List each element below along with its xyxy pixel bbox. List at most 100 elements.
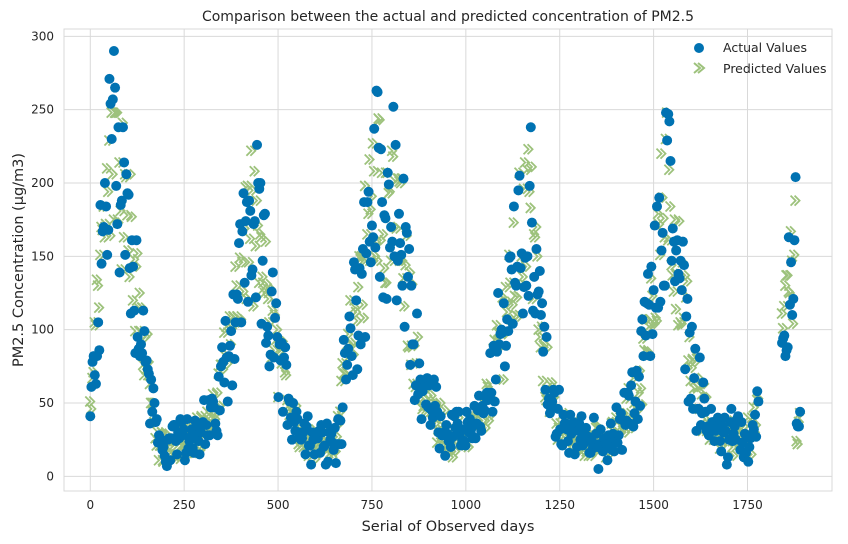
y-tick-label: 50 (39, 396, 54, 410)
actual-point (179, 455, 190, 466)
predicted-point (131, 247, 143, 260)
actual-point (250, 292, 261, 303)
x-tick-labels: 0 250 500 750 1000 1250 1500 1750 (86, 498, 762, 512)
legend-actual-label: Actual Values (723, 40, 807, 55)
actual-point (674, 273, 685, 284)
actual-point (405, 359, 416, 370)
actual-point (220, 315, 231, 326)
actual-point (147, 406, 158, 417)
actual-point (243, 296, 254, 307)
actual-point (613, 430, 624, 441)
actual-point (363, 186, 374, 197)
actual-point (435, 411, 446, 422)
actual-point (445, 442, 456, 452)
actual-point (460, 440, 471, 451)
actual-point (553, 384, 564, 395)
actual-point (288, 398, 299, 408)
actual-point (576, 411, 587, 422)
y-tick-label: 250 (31, 103, 54, 117)
actual-point (232, 293, 243, 304)
predicted-point (364, 153, 375, 166)
actual-point (508, 201, 519, 212)
predicted-point (782, 269, 793, 282)
predicted-point (250, 240, 262, 252)
actual-point (401, 227, 412, 238)
predicted-point (651, 315, 663, 327)
y-tick-label: 0 (46, 469, 54, 483)
legend: Actual Values Predicted Values (693, 40, 827, 76)
predicted-point (358, 312, 370, 324)
predicted-point (498, 373, 510, 386)
actual-point (112, 219, 123, 230)
actual-point (517, 308, 528, 319)
predicted-point (511, 291, 523, 304)
actual-point (270, 312, 281, 323)
actual-point (539, 321, 550, 332)
actual-point (595, 424, 606, 435)
chart-title: Comparison between the actual and predic… (202, 9, 694, 25)
actual-point (234, 238, 245, 249)
actual-point (487, 406, 498, 417)
actual-point (656, 245, 667, 256)
actual-point (753, 396, 764, 407)
actual-point (263, 330, 274, 341)
actual-point (172, 449, 183, 460)
actual-point (541, 332, 552, 342)
predicted-point (508, 216, 520, 229)
predicted-point (93, 302, 105, 314)
legend-actual-marker (694, 43, 704, 53)
predicted-point (126, 211, 138, 223)
actual-point (383, 179, 394, 190)
actual-point (380, 213, 391, 224)
actual-point (388, 101, 399, 112)
actual-point (391, 295, 402, 306)
actual-point (655, 296, 666, 307)
actual-point (716, 446, 727, 457)
predicted-point (377, 228, 389, 240)
actual-point (123, 189, 134, 200)
actual-point (722, 452, 733, 463)
legend-predicted-label: Predicted Values (723, 61, 827, 76)
actual-point (493, 288, 504, 298)
actual-point (414, 358, 425, 369)
predicted-point (92, 280, 104, 292)
actual-point (588, 412, 599, 423)
actual-point (116, 195, 127, 206)
actual-point (665, 156, 676, 166)
actual-point (393, 208, 404, 219)
actual-point (649, 220, 660, 231)
actual-point (686, 321, 697, 332)
predicted-point (658, 212, 670, 224)
actual-point (238, 188, 249, 199)
x-tick-label: 1750 (732, 498, 763, 512)
actual-point (365, 257, 376, 268)
actual-point (375, 144, 386, 155)
actual-point (149, 398, 160, 408)
actual-point (408, 339, 419, 350)
actual-point (267, 267, 278, 278)
actual-point (787, 310, 798, 320)
actual-point (85, 411, 96, 422)
predicted-point (134, 287, 146, 299)
actual-point (291, 406, 302, 417)
actual-point (390, 139, 401, 150)
predicted-point (102, 186, 114, 198)
actual-point (788, 293, 799, 304)
actual-point (626, 380, 637, 391)
actual-point (90, 378, 101, 389)
predicted-point (663, 164, 675, 176)
actual-point (119, 157, 130, 168)
actual-point (537, 298, 548, 309)
actual-point (249, 216, 260, 227)
predicted-point (635, 382, 647, 394)
actual-point (239, 277, 250, 288)
actual-point (489, 396, 500, 407)
actual-point (286, 434, 297, 445)
y-tick-labels: 0 50 100 150 200 250 300 (31, 29, 54, 483)
actual-point (110, 82, 121, 93)
actual-point (779, 330, 790, 341)
actual-point (689, 373, 700, 384)
actual-point (706, 403, 717, 414)
